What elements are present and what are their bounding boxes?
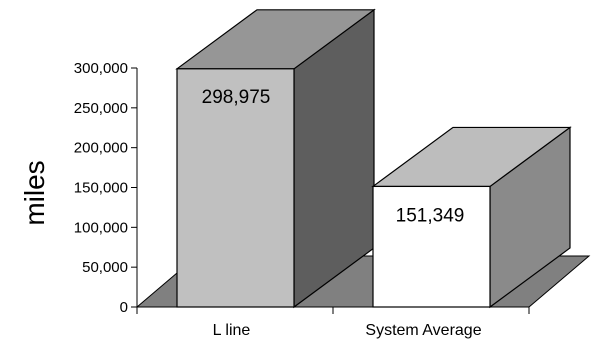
- bar-data-label: 151,349: [396, 205, 465, 226]
- x-category-label: L line: [213, 322, 251, 339]
- bars-layer: 298,975 L line 151,349 System Average: [175, 8, 572, 339]
- bar-data-label: 298,975: [202, 87, 271, 108]
- bar: [372, 185, 491, 308]
- y-tick-label: 300,000: [74, 60, 128, 77]
- y-tick-label: 250,000: [74, 100, 128, 117]
- bar-group: 298,975 L line: [175, 8, 376, 339]
- y-tick-label: 0: [120, 299, 128, 316]
- y-tick-label: 150,000: [74, 180, 128, 197]
- y-tick-label: 100,000: [74, 219, 128, 236]
- y-tick-label: 200,000: [74, 140, 128, 157]
- y-axis-title: miles: [19, 160, 50, 225]
- x-category-label: System Average: [365, 322, 481, 339]
- bar-group: 151,349 System Average: [365, 126, 572, 339]
- y-tick-label: 50,000: [82, 259, 128, 276]
- bar: [176, 68, 295, 308]
